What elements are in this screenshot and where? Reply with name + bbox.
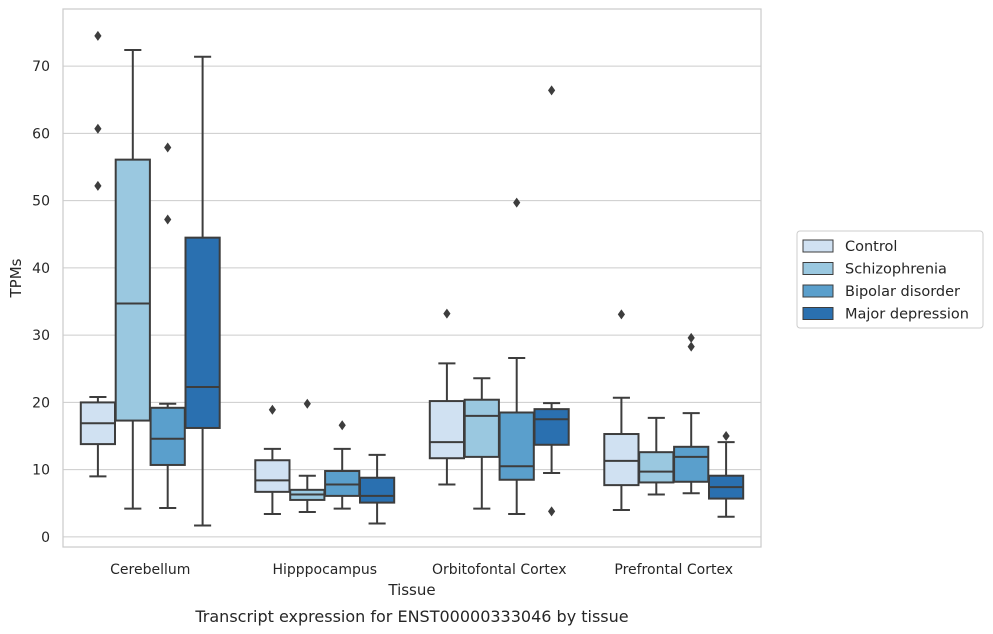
box-2-2 xyxy=(498,197,535,516)
outlier-point xyxy=(164,214,172,225)
box-2-1 xyxy=(463,377,500,510)
x-axis-ticks: Cerebellum Hipppocampus Orbitofontal Corte… xyxy=(110,562,733,578)
box-iqr xyxy=(638,451,675,484)
box-iqr xyxy=(149,406,186,466)
y-tick-label: 0 xyxy=(41,530,50,546)
box-3-0 xyxy=(603,309,640,512)
x-tick-label: Cerebellum xyxy=(110,562,190,578)
y-tick-label: 30 xyxy=(32,328,50,344)
y-axis-ticks: 0 10 20 30 40 50 60 70 xyxy=(32,59,50,546)
box-iqr xyxy=(358,476,396,504)
box-2-0 xyxy=(428,308,466,486)
y-tick-label: 20 xyxy=(32,395,50,411)
outlier-point xyxy=(722,431,730,442)
legend-swatch xyxy=(802,262,834,275)
x-axis-label: Tissue xyxy=(387,581,435,599)
y-tick-label: 70 xyxy=(32,59,50,75)
outlier-point xyxy=(268,404,276,415)
box-0-3 xyxy=(184,55,221,527)
box-3-1 xyxy=(638,416,675,496)
y-axis-label: TPMs xyxy=(7,258,25,298)
box-iqr xyxy=(254,459,291,493)
outlier-point xyxy=(443,308,451,319)
legend-label: Bipolar disorder xyxy=(845,284,960,300)
plot-frame xyxy=(62,8,762,548)
box-iqr xyxy=(114,158,151,422)
outlier-point xyxy=(548,506,556,517)
legend-frame xyxy=(796,230,984,329)
outlier-point xyxy=(164,142,172,153)
y-tick-label: 40 xyxy=(32,261,50,277)
legend-swatch xyxy=(802,284,834,298)
legend-label: Major depression xyxy=(845,307,969,323)
legend-swatch xyxy=(802,307,834,320)
legend-item: Bipolar disorder xyxy=(802,284,960,300)
box-1-2 xyxy=(324,420,361,510)
y-tick-label: 60 xyxy=(32,126,50,142)
grid-lines xyxy=(63,65,761,538)
box-0-0 xyxy=(79,30,117,478)
box-iqr xyxy=(603,433,640,487)
chart-caption: Transcript expression for ENST0000033304… xyxy=(194,607,628,626)
y-tick-label: 50 xyxy=(32,194,50,210)
box-iqr xyxy=(673,445,710,483)
box-iqr xyxy=(324,470,361,497)
outlier-point xyxy=(687,341,695,352)
legend-item: Control xyxy=(802,239,897,255)
legend-swatch xyxy=(802,239,834,253)
boxes xyxy=(79,30,745,527)
box-0-2 xyxy=(149,142,186,509)
legend-item: Major depression xyxy=(802,307,969,323)
box-iqr xyxy=(533,408,570,446)
outlier-point xyxy=(94,180,102,191)
box-1-0 xyxy=(254,404,291,516)
box-1-3 xyxy=(358,453,396,525)
box-1-1 xyxy=(289,398,326,514)
outlier-point xyxy=(338,420,346,431)
y-tick-label: 10 xyxy=(32,463,50,479)
outlier-point xyxy=(617,309,625,320)
outlier-point xyxy=(303,398,311,409)
outlier-point xyxy=(94,30,102,41)
box-3-2 xyxy=(673,332,710,495)
legend-item: Schizophrenia xyxy=(802,262,947,278)
box-3-3 xyxy=(707,431,745,518)
box-iqr xyxy=(184,236,221,429)
box-iqr xyxy=(498,411,535,481)
outlier-point xyxy=(513,197,521,208)
box-iqr xyxy=(428,400,466,460)
x-tick-label: Hipppocampus xyxy=(272,562,377,578)
outlier-point xyxy=(687,332,695,343)
box-2-3 xyxy=(533,85,570,517)
legend-label: Schizophrenia xyxy=(845,262,947,278)
x-tick-label: Prefrontal Cortex xyxy=(614,562,733,578)
x-tick-label: Orbitofontal Cortex xyxy=(432,562,567,578)
outlier-point xyxy=(94,123,102,134)
box-iqr xyxy=(463,398,500,458)
legend-label: Control xyxy=(845,239,897,255)
box-0-1 xyxy=(114,49,151,510)
outlier-point xyxy=(548,85,556,96)
legend: Control Schizophrenia Bipolar disorder Majo… xyxy=(796,230,984,329)
